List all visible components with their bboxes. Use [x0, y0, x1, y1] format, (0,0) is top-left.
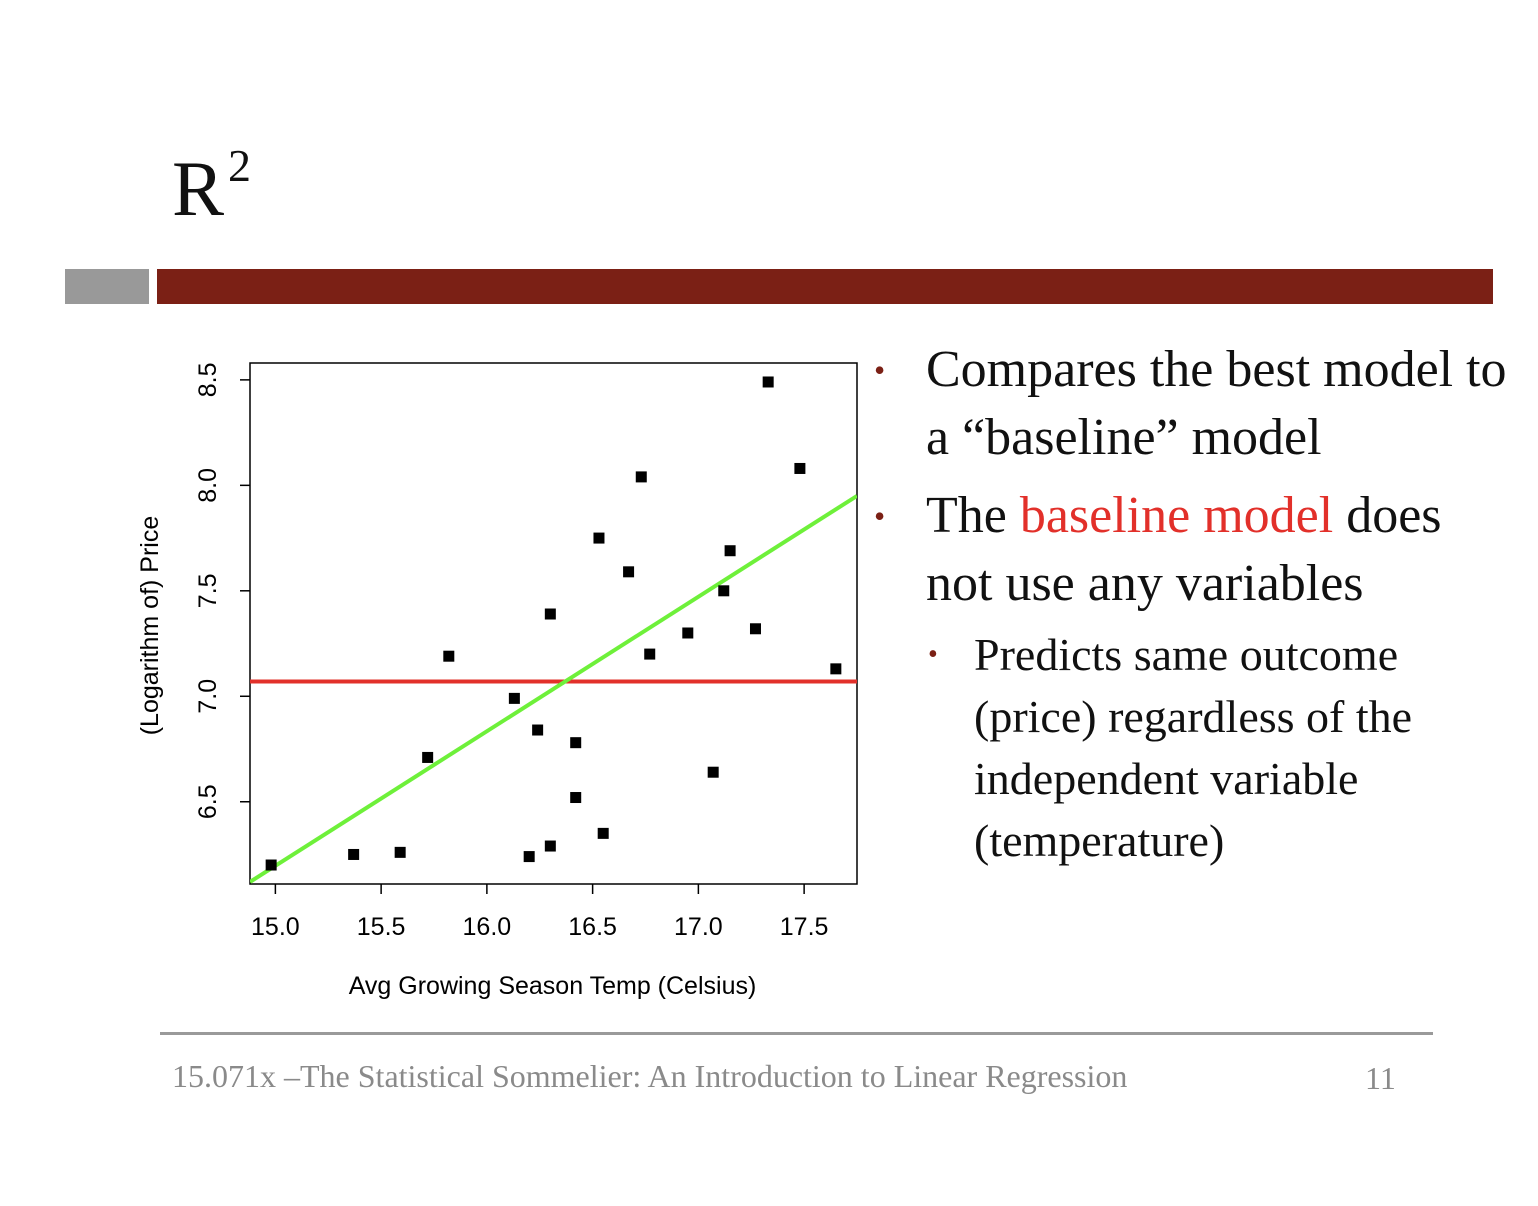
data-point [422, 751, 434, 763]
data-point [508, 692, 520, 704]
bullet-text-before: The [926, 487, 1020, 544]
data-point [532, 724, 544, 736]
footer-course-title: 15.071x –The Statistical Sommelier: An I… [172, 1058, 1128, 1094]
footer-divider [160, 1032, 1433, 1035]
data-point [724, 545, 736, 557]
highlight-baseline-model: baseline model [1019, 487, 1334, 544]
data-point [523, 851, 535, 863]
y-tick-label: 6.5 [194, 784, 222, 819]
x-tick-label: 15.0 [251, 913, 300, 941]
data-point [635, 471, 647, 483]
data-point [623, 566, 635, 578]
data-point [682, 627, 694, 639]
y-tick-label: 8.5 [194, 362, 222, 397]
data-point [597, 827, 609, 839]
bullet-text: Compares the best model to a “baseline” … [926, 341, 1507, 466]
data-point [749, 623, 761, 635]
data-point [348, 848, 360, 860]
y-axis-label: (Logarithm of) Price [136, 516, 164, 736]
bullet-item: • Compares the best model to a “baseline… [870, 336, 1510, 472]
data-point [794, 462, 806, 474]
x-tick-label: 16.5 [568, 913, 617, 941]
y-tick-label: 7.5 [194, 573, 222, 608]
data-point [544, 840, 556, 852]
x-tick-label: 17.5 [780, 913, 829, 941]
data-point [762, 376, 774, 388]
title-bar-red [157, 269, 1493, 304]
bullet-list: • Compares the best model to a “baseline… [870, 336, 1510, 872]
x-axis-label: Avg Growing Season Temp (Celsius) [349, 972, 757, 1000]
data-point [644, 648, 656, 660]
bullet-text-after: does not use any variables [926, 487, 1442, 612]
data-point [544, 608, 556, 620]
regression-line [250, 494, 857, 884]
data-point [593, 532, 605, 544]
data-point [570, 792, 582, 804]
data-point [443, 650, 455, 662]
bullet-item: • The baseline model does not use any va… [870, 482, 1510, 618]
bullet-dot-icon: • [874, 498, 886, 534]
bullet-dot-icon: • [874, 352, 886, 388]
sub-bullet-item: • Predicts same outcome (price) regardle… [870, 624, 1510, 872]
y-tick-label: 7.0 [194, 679, 222, 714]
data-point [830, 663, 842, 675]
data-point [394, 846, 406, 858]
data-point [707, 766, 719, 778]
page-number: 11 [1365, 1060, 1396, 1096]
data-point [570, 737, 582, 749]
title-text: R [172, 145, 225, 232]
sub-bullet-text: Predicts same outcome (price) regardless… [974, 629, 1413, 866]
data-point [718, 585, 730, 597]
title-superscript: 2 [228, 140, 252, 191]
x-tick-label: 16.0 [463, 913, 512, 941]
slide-title: R2 [172, 143, 251, 228]
x-tick-label: 17.0 [674, 913, 723, 941]
title-bar-gray [65, 269, 149, 304]
sub-bullet-dot-icon: • [928, 639, 938, 670]
plot-frame [249, 362, 858, 885]
x-tick-label: 15.5 [357, 913, 406, 941]
y-tick-label: 8.0 [194, 468, 222, 503]
data-point [265, 859, 277, 871]
